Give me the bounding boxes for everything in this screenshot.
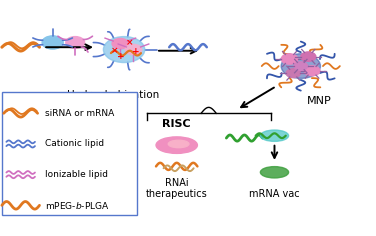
Text: ×: × bbox=[126, 38, 133, 47]
Circle shape bbox=[103, 37, 145, 63]
Text: mPEG-$\it{b}$-PLGA: mPEG-$\it{b}$-PLGA bbox=[45, 200, 110, 211]
Circle shape bbox=[42, 36, 63, 49]
Text: Cationic lipid: Cationic lipid bbox=[45, 139, 104, 148]
Circle shape bbox=[304, 66, 320, 76]
Ellipse shape bbox=[156, 137, 197, 153]
Text: siRNA or mRNA: siRNA or mRNA bbox=[45, 109, 114, 118]
Ellipse shape bbox=[168, 140, 189, 148]
Ellipse shape bbox=[260, 167, 289, 178]
Text: Ionizable lipid: Ionizable lipid bbox=[45, 170, 108, 179]
Circle shape bbox=[125, 44, 142, 55]
Circle shape bbox=[66, 37, 85, 48]
Circle shape bbox=[286, 69, 300, 78]
Text: RNAi
therapeutics: RNAi therapeutics bbox=[146, 178, 208, 199]
Circle shape bbox=[112, 38, 129, 49]
Circle shape bbox=[281, 54, 320, 78]
Circle shape bbox=[301, 52, 316, 61]
Circle shape bbox=[294, 62, 308, 70]
Text: mRNA vac: mRNA vac bbox=[249, 190, 300, 199]
Text: RISC: RISC bbox=[162, 119, 191, 129]
Text: MNP: MNP bbox=[306, 96, 331, 105]
Text: +: + bbox=[132, 47, 139, 56]
Text: +: + bbox=[117, 52, 124, 61]
Circle shape bbox=[281, 54, 298, 64]
FancyBboxPatch shape bbox=[2, 92, 137, 215]
Text: ×: × bbox=[111, 46, 118, 55]
Ellipse shape bbox=[260, 130, 289, 141]
Text: Hydrophobization: Hydrophobization bbox=[67, 90, 159, 100]
